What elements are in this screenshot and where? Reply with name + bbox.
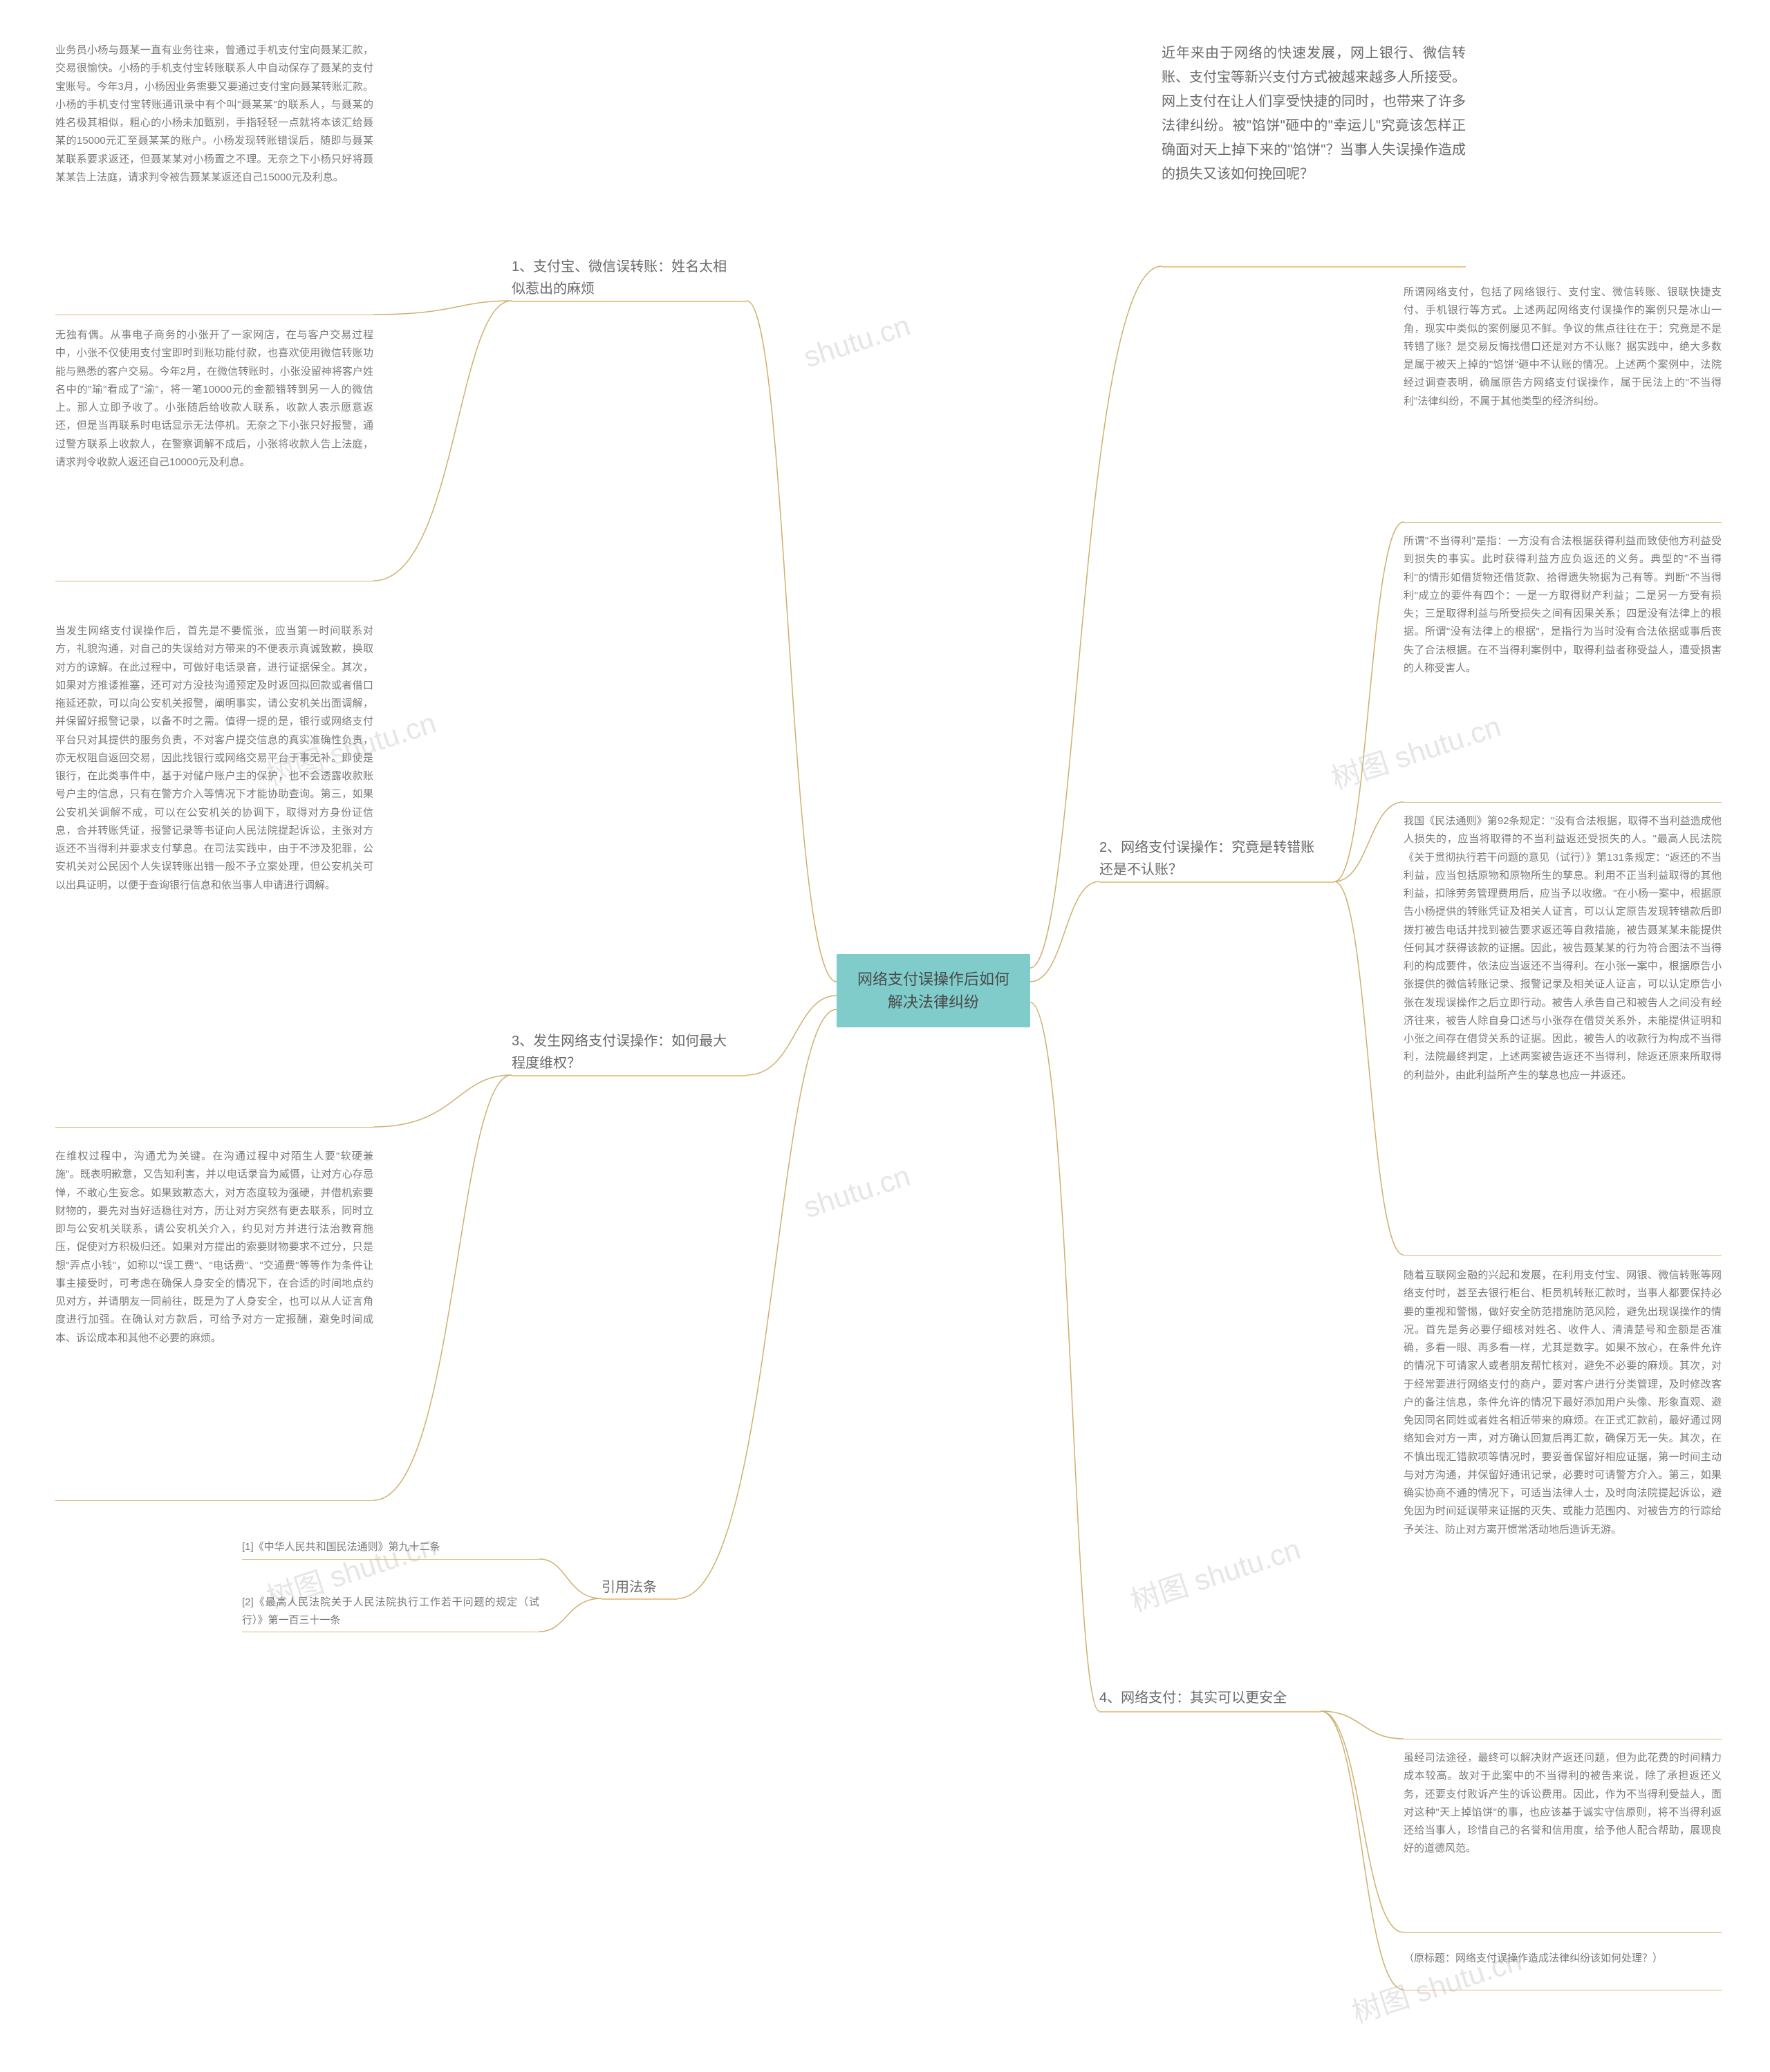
connectors [0, 0, 1770, 2072]
